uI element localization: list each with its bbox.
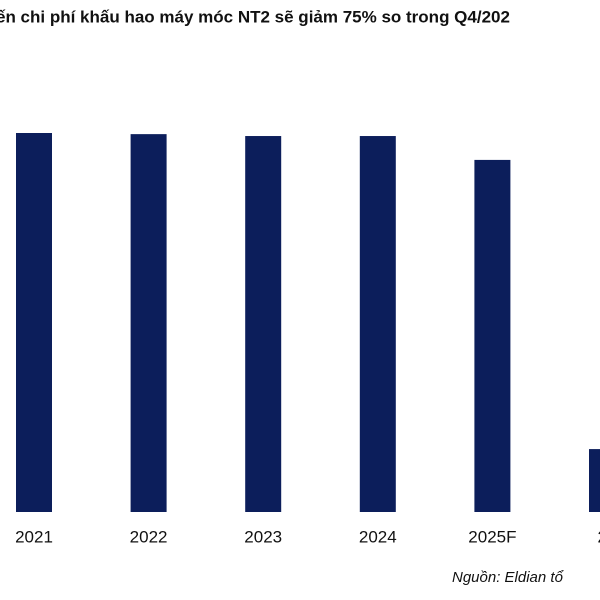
bar [245, 136, 282, 513]
x-tick-label: 2021 [15, 527, 53, 546]
x-tick-label: 2025F [468, 527, 516, 546]
source-note: Nguồn: Eldian tổ [452, 569, 565, 586]
bar [589, 449, 600, 512]
chart-title: ến chi phí khấu hao máy móc NT2 sẽ giảm … [0, 7, 510, 26]
bar [16, 133, 52, 512]
x-tick-label: 20 [598, 527, 600, 546]
x-tick-label: 2022 [130, 527, 168, 546]
bar [359, 136, 396, 513]
x-tick-label: 2024 [359, 527, 397, 546]
x-tick-label: 2023 [244, 527, 282, 546]
bar [130, 134, 167, 512]
bar [474, 159, 511, 512]
